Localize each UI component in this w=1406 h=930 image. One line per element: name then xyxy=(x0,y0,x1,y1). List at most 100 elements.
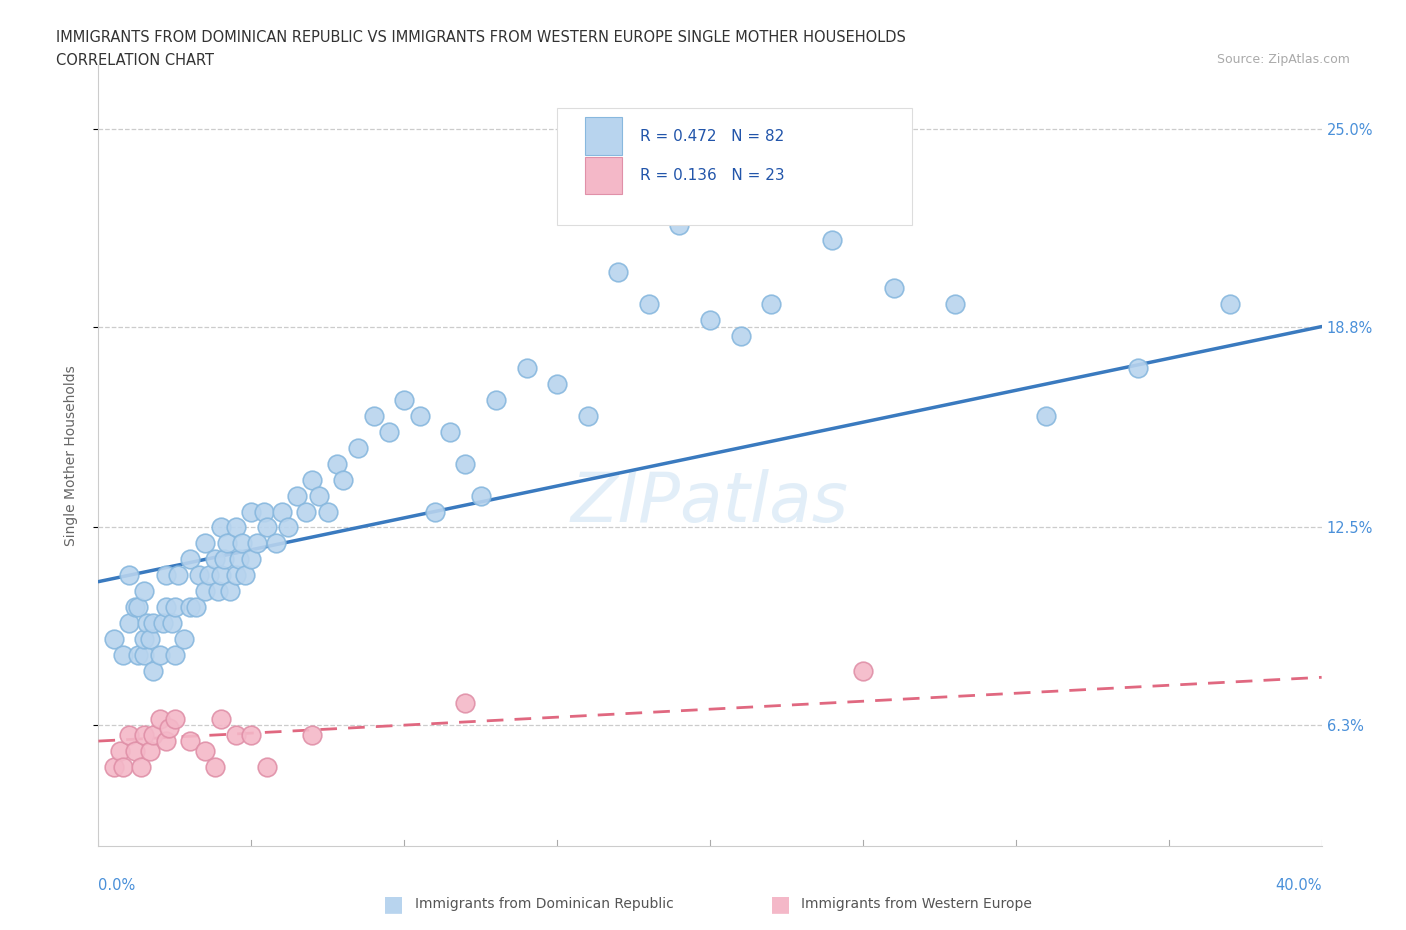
Point xyxy=(124,743,146,758)
Point xyxy=(149,711,172,726)
Point xyxy=(134,584,156,599)
Point xyxy=(179,734,201,749)
Point xyxy=(264,536,287,551)
Point xyxy=(607,265,630,280)
Point xyxy=(332,472,354,487)
Point xyxy=(194,536,217,551)
Point xyxy=(139,631,162,646)
Point xyxy=(546,377,568,392)
Point xyxy=(207,584,229,599)
Y-axis label: Single Mother Households: Single Mother Households xyxy=(63,365,77,546)
Point xyxy=(270,504,292,519)
Point xyxy=(470,488,492,503)
Point xyxy=(699,312,721,327)
Point xyxy=(228,551,250,566)
Point xyxy=(256,520,278,535)
Point xyxy=(194,584,217,599)
Point xyxy=(225,568,247,583)
Text: CORRELATION CHART: CORRELATION CHART xyxy=(56,53,214,68)
Point xyxy=(179,600,201,615)
Point xyxy=(111,759,134,774)
Point xyxy=(163,600,186,615)
Point xyxy=(240,551,263,566)
Point xyxy=(326,457,349,472)
Point xyxy=(179,551,201,566)
Point xyxy=(883,281,905,296)
Point xyxy=(308,488,330,503)
Point xyxy=(163,647,186,662)
Point xyxy=(142,663,165,678)
Point xyxy=(225,727,247,742)
Point xyxy=(943,297,966,312)
Point xyxy=(134,631,156,646)
Point xyxy=(142,727,165,742)
Point xyxy=(516,361,538,376)
Text: ■: ■ xyxy=(770,894,790,914)
Point xyxy=(142,616,165,631)
Point xyxy=(408,408,430,423)
Point xyxy=(215,536,238,551)
Point xyxy=(118,727,141,742)
Point xyxy=(111,647,134,662)
Point xyxy=(134,727,156,742)
Point xyxy=(316,504,339,519)
Point xyxy=(295,504,318,519)
Point xyxy=(301,727,323,742)
Point xyxy=(118,616,141,631)
Point xyxy=(301,472,323,487)
Point xyxy=(108,743,131,758)
Point xyxy=(240,504,263,519)
FancyBboxPatch shape xyxy=(557,108,912,225)
Point xyxy=(186,600,208,615)
Point xyxy=(157,721,180,736)
Point xyxy=(730,328,752,343)
Point xyxy=(1035,408,1057,423)
Point xyxy=(454,696,477,711)
Text: ZIPatlas: ZIPatlas xyxy=(571,469,849,536)
Point xyxy=(204,551,226,566)
Text: ■: ■ xyxy=(384,894,404,914)
Point xyxy=(347,440,370,455)
Point xyxy=(124,600,146,615)
Point xyxy=(194,743,217,758)
Point xyxy=(821,233,844,248)
Text: Immigrants from Western Europe: Immigrants from Western Europe xyxy=(801,897,1032,911)
Point xyxy=(155,734,177,749)
Point xyxy=(134,647,156,662)
Point xyxy=(149,647,172,662)
Point xyxy=(103,631,125,646)
Point xyxy=(231,536,253,551)
Text: 0.0%: 0.0% xyxy=(98,878,135,893)
Point xyxy=(485,392,508,407)
Point xyxy=(246,536,269,551)
Point xyxy=(219,584,242,599)
Point xyxy=(160,616,183,631)
FancyBboxPatch shape xyxy=(585,156,621,194)
Point xyxy=(1219,297,1241,312)
Point xyxy=(209,711,232,726)
Point xyxy=(454,457,477,472)
Text: Source: ZipAtlas.com: Source: ZipAtlas.com xyxy=(1216,53,1350,66)
Text: R = 0.472   N = 82: R = 0.472 N = 82 xyxy=(640,128,785,144)
Point xyxy=(637,297,661,312)
Point xyxy=(240,727,263,742)
Point xyxy=(212,551,235,566)
Point xyxy=(127,647,149,662)
Point xyxy=(256,759,278,774)
Point xyxy=(173,631,195,646)
Point xyxy=(759,297,782,312)
Point xyxy=(363,408,385,423)
Point xyxy=(209,568,232,583)
Point xyxy=(378,424,401,439)
Point xyxy=(163,711,186,726)
Point xyxy=(277,520,299,535)
Point xyxy=(155,568,177,583)
Point xyxy=(139,743,162,758)
Point xyxy=(136,616,159,631)
Point xyxy=(152,616,174,631)
Point xyxy=(225,520,247,535)
Text: IMMIGRANTS FROM DOMINICAN REPUBLIC VS IMMIGRANTS FROM WESTERN EUROPE SINGLE MOTH: IMMIGRANTS FROM DOMINICAN REPUBLIC VS IM… xyxy=(56,30,905,45)
Point xyxy=(197,568,219,583)
Point xyxy=(439,424,461,439)
Point xyxy=(127,600,149,615)
